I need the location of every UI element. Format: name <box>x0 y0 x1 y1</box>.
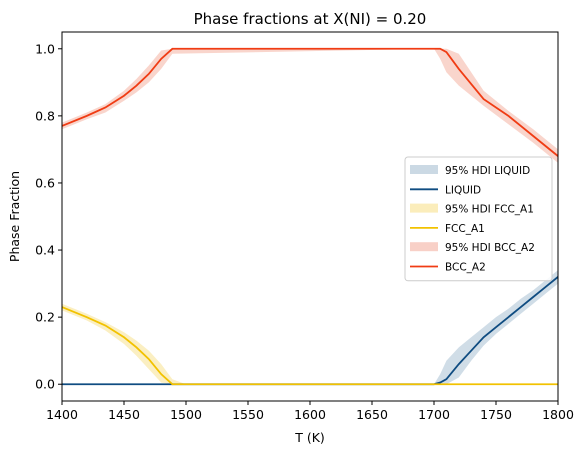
legend-box <box>404 156 553 282</box>
legend-swatch-hdi-fcc-a1 <box>410 203 438 213</box>
hdi-band-liquid <box>62 270 558 385</box>
series-line-liquid <box>62 276 559 386</box>
legend: 95% HDI LIQUID LIQUID 95% HDI FCC_A1 FCC_A1… <box>404 156 553 282</box>
x-tick-label: 1400 <box>46 407 78 422</box>
series-line-bcc-a2 <box>61 47 559 157</box>
x-axis-label: T (K) <box>294 430 325 445</box>
x-tick-label: 1650 <box>356 407 388 422</box>
y-axis-ticks: 0.0 0.2 0.4 0.6 0.8 1.0 <box>35 41 62 392</box>
x-tick-label: 1800 <box>542 407 574 422</box>
x-tick-label: 1500 <box>170 407 202 422</box>
x-tick-label: 1600 <box>294 407 326 422</box>
x-tick-label: 1550 <box>232 407 264 422</box>
chart-title: Phase fractions at X(NI) = 0.20 <box>194 10 427 28</box>
legend-label-fcc-a1: FCC_A1 <box>445 223 485 235</box>
x-tick-label: 1750 <box>480 407 512 422</box>
y-tick-label: 0.2 <box>35 310 55 325</box>
y-axis-label: Phase Fraction <box>7 171 22 262</box>
x-axis-ticks: 1400 1450 1500 1550 1600 1650 1700 1750 1800 <box>46 401 574 422</box>
x-tick-label: 1700 <box>418 407 450 422</box>
y-tick-label: 0.6 <box>35 175 55 190</box>
legend-label-hdi-bcc-a2: 95% HDI BCC_A2 <box>445 242 535 254</box>
legend-label-liquid: LIQUID <box>445 184 481 196</box>
legend-swatch-hdi-liquid <box>410 165 438 174</box>
hdi-band-bcc-a2 <box>62 48 558 163</box>
legend-label-hdi-fcc-a1: 95% HDI FCC_A1 <box>445 204 534 216</box>
series-lines <box>61 47 559 386</box>
y-tick-label: 0.0 <box>35 377 55 392</box>
y-tick-label: 0.8 <box>35 108 55 123</box>
legend-swatch-hdi-bcc-a2 <box>410 242 438 252</box>
series-line-fcc-a1 <box>61 306 558 386</box>
y-tick-label: 1.0 <box>35 41 55 56</box>
x-tick-label: 1450 <box>108 407 140 422</box>
y-tick-label: 0.4 <box>35 243 55 258</box>
legend-label-hdi-liquid: 95% HDI LIQUID <box>445 165 530 177</box>
legend-label-bcc-a2: BCC_A2 <box>445 262 486 274</box>
